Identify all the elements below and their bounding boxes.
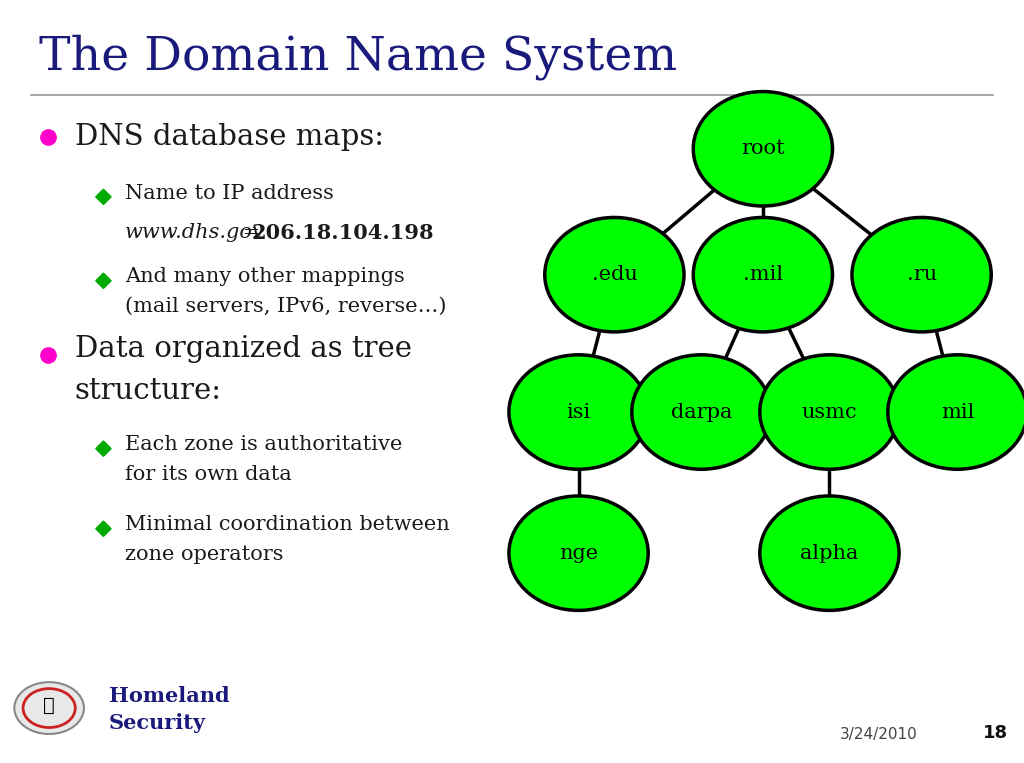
- Text: 18: 18: [983, 723, 1009, 742]
- Ellipse shape: [760, 355, 899, 469]
- Text: 206.18.104.198: 206.18.104.198: [252, 223, 434, 243]
- Text: mil: mil: [941, 403, 974, 421]
- Text: Name to IP address: Name to IP address: [125, 184, 334, 202]
- Circle shape: [14, 682, 84, 734]
- Ellipse shape: [509, 496, 648, 610]
- Ellipse shape: [760, 496, 899, 610]
- Text: Homeland: Homeland: [109, 686, 229, 706]
- Polygon shape: [96, 189, 111, 204]
- Polygon shape: [96, 441, 111, 456]
- Ellipse shape: [545, 217, 684, 332]
- Ellipse shape: [852, 217, 991, 332]
- Text: (mail servers, IPv6, reverse…): (mail servers, IPv6, reverse…): [125, 298, 446, 316]
- Text: 3/24/2010: 3/24/2010: [840, 726, 918, 742]
- Text: Each zone is authoritative: Each zone is authoritative: [125, 435, 402, 453]
- Ellipse shape: [509, 355, 648, 469]
- Text: usmc: usmc: [802, 403, 857, 421]
- Text: 🦅: 🦅: [43, 696, 55, 714]
- Text: .mil: .mil: [742, 266, 783, 284]
- Text: Minimal coordination between: Minimal coordination between: [125, 515, 450, 533]
- Polygon shape: [96, 521, 111, 536]
- Polygon shape: [96, 273, 111, 288]
- Text: alpha: alpha: [800, 544, 859, 562]
- Text: www.dhs.gov: www.dhs.gov: [125, 224, 264, 242]
- Text: And many other mappings: And many other mappings: [125, 267, 404, 285]
- Ellipse shape: [693, 217, 833, 332]
- Text: zone operators: zone operators: [125, 546, 284, 564]
- Text: nge: nge: [559, 544, 598, 562]
- Text: root: root: [741, 140, 784, 158]
- Text: isi: isi: [566, 403, 591, 421]
- Ellipse shape: [888, 355, 1024, 469]
- Ellipse shape: [632, 355, 771, 469]
- Text: DNS database maps:: DNS database maps:: [75, 124, 384, 151]
- Ellipse shape: [693, 92, 833, 206]
- Text: =: =: [236, 224, 266, 242]
- Text: The Domain Name System: The Domain Name System: [39, 34, 677, 80]
- Text: darpa: darpa: [671, 403, 732, 421]
- Text: Data organized as tree: Data organized as tree: [75, 336, 412, 363]
- Text: for its own data: for its own data: [125, 465, 292, 484]
- Text: .ru: .ru: [906, 266, 937, 284]
- Text: Security: Security: [109, 713, 206, 733]
- Text: structure:: structure:: [75, 377, 222, 404]
- Text: .edu: .edu: [592, 266, 637, 284]
